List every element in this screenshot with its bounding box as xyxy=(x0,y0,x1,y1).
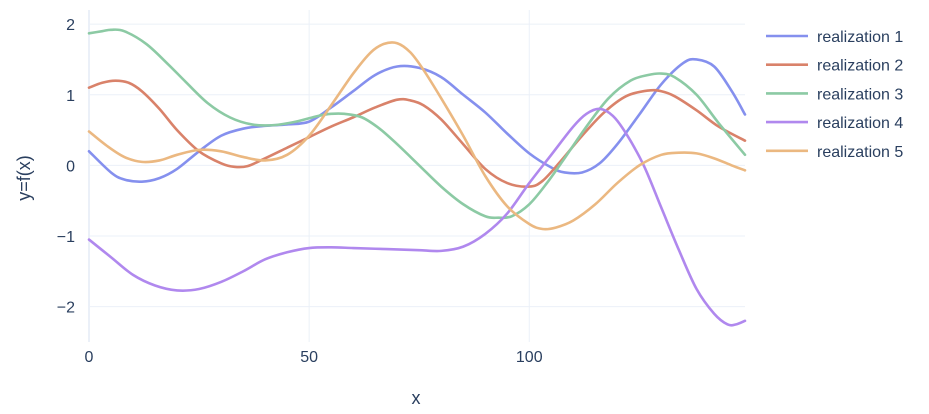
legend-item-3[interactable]: realization 3 xyxy=(766,86,903,103)
x-tick-label: 0 xyxy=(85,349,94,366)
legend-label: realization 5 xyxy=(817,144,903,161)
series-line-3[interactable] xyxy=(87,28,747,220)
legend[interactable]: realization 1 realization 2 realization 3 r… xyxy=(766,29,903,161)
legend-item-5[interactable]: realization 5 xyxy=(766,144,903,161)
y-tick-label: −1 xyxy=(57,229,75,246)
series-line-5[interactable] xyxy=(87,41,747,231)
legend-item-4[interactable]: realization 4 xyxy=(766,115,903,132)
y-tick-label: −2 xyxy=(57,300,75,317)
x-axis-title: x xyxy=(412,388,421,408)
y-tick-label: 0 xyxy=(66,158,75,175)
series-line-4[interactable] xyxy=(87,107,747,327)
x-tick-label: 50 xyxy=(300,349,318,366)
legend-label: realization 1 xyxy=(817,29,903,46)
legend-label: realization 3 xyxy=(817,86,903,103)
legend-item-2[interactable]: realization 2 xyxy=(766,58,903,75)
plot-area xyxy=(87,28,747,327)
legend-item-1[interactable]: realization 1 xyxy=(766,29,903,46)
legend-label: realization 4 xyxy=(817,115,903,132)
y-axis-ticks: 2 1 0 −1 −2 xyxy=(57,17,75,317)
y-tick-label: 2 xyxy=(66,17,75,34)
y-tick-label: 1 xyxy=(66,88,75,105)
series-line-2[interactable] xyxy=(87,79,747,188)
x-tick-label: 100 xyxy=(516,349,543,366)
legend-label: realization 2 xyxy=(817,58,903,75)
series-line-1[interactable] xyxy=(87,57,747,183)
y-axis-title: y=f(x) xyxy=(14,155,34,201)
x-axis-ticks: 0 50 100 xyxy=(85,349,543,366)
